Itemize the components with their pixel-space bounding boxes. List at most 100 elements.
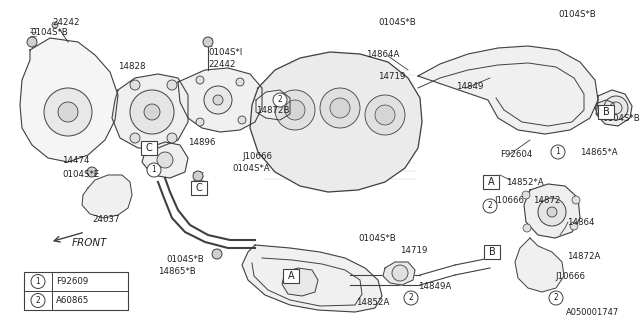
Bar (483, 175, 499, 189)
Circle shape (551, 145, 565, 159)
Polygon shape (142, 142, 188, 178)
Circle shape (196, 118, 204, 126)
Circle shape (375, 105, 395, 125)
Text: F92609: F92609 (56, 277, 88, 286)
Circle shape (144, 104, 160, 120)
Bar (141, 141, 157, 155)
Circle shape (236, 78, 244, 86)
Circle shape (572, 196, 580, 204)
Polygon shape (112, 74, 188, 148)
Circle shape (392, 265, 408, 281)
Circle shape (130, 133, 140, 143)
Text: 14828: 14828 (118, 62, 145, 71)
Text: A60865: A60865 (56, 296, 90, 305)
Bar (283, 269, 299, 283)
Text: 14852*A: 14852*A (506, 178, 543, 187)
Text: B: B (488, 247, 495, 257)
Text: 14474: 14474 (62, 156, 90, 165)
Text: 14849A: 14849A (418, 282, 451, 291)
Text: 0104S*E: 0104S*E (62, 170, 99, 179)
Text: 14872: 14872 (533, 196, 561, 205)
Text: 14864A: 14864A (366, 50, 399, 59)
Polygon shape (418, 46, 598, 134)
Text: 0104S*B: 0104S*B (558, 10, 596, 19)
Circle shape (58, 102, 78, 122)
Text: 0104S*B: 0104S*B (30, 28, 68, 37)
Text: C: C (196, 183, 202, 193)
Text: 14872A: 14872A (567, 252, 600, 261)
Text: F92604: F92604 (500, 150, 532, 159)
Circle shape (547, 207, 557, 217)
Text: 14852A: 14852A (356, 298, 389, 307)
Text: 2: 2 (408, 293, 413, 302)
Text: 22442: 22442 (208, 60, 236, 69)
Text: 14849: 14849 (456, 82, 483, 91)
Circle shape (238, 116, 246, 124)
Polygon shape (596, 90, 632, 126)
Text: FRONT: FRONT (72, 238, 108, 248)
Circle shape (549, 291, 563, 305)
Text: 14865*A: 14865*A (580, 148, 618, 157)
Bar (598, 105, 614, 119)
Polygon shape (383, 262, 415, 285)
Circle shape (213, 95, 223, 105)
Text: 14719: 14719 (400, 246, 428, 255)
Circle shape (538, 198, 566, 226)
Circle shape (570, 222, 578, 230)
Circle shape (167, 80, 177, 90)
Circle shape (522, 191, 530, 199)
Circle shape (157, 152, 173, 168)
Text: A: A (288, 271, 294, 281)
Polygon shape (242, 245, 382, 312)
Circle shape (87, 167, 97, 177)
Text: 14719: 14719 (378, 72, 405, 81)
Text: 0104S*I: 0104S*I (208, 48, 243, 57)
Polygon shape (20, 38, 118, 162)
Text: J10666: J10666 (242, 152, 272, 161)
Polygon shape (82, 175, 132, 218)
Circle shape (193, 171, 203, 181)
Bar (24, 272, 128, 310)
Circle shape (203, 37, 213, 47)
Circle shape (285, 100, 305, 120)
Text: 0104S*B: 0104S*B (358, 234, 396, 243)
Text: 2: 2 (488, 202, 492, 211)
Circle shape (44, 88, 92, 136)
Polygon shape (595, 100, 614, 117)
Text: 0104S*B: 0104S*B (166, 255, 204, 264)
Circle shape (483, 199, 497, 213)
Circle shape (604, 96, 628, 120)
Text: 0104S*B: 0104S*B (378, 18, 416, 27)
Circle shape (365, 95, 405, 135)
Text: 0104S*B: 0104S*B (602, 114, 640, 123)
Text: 1: 1 (36, 277, 40, 286)
Text: J10666: J10666 (494, 196, 524, 205)
Text: 0104S*A: 0104S*A (232, 164, 269, 173)
Circle shape (404, 291, 418, 305)
Circle shape (330, 98, 350, 118)
Text: 1: 1 (556, 148, 561, 156)
Text: 1: 1 (152, 165, 156, 174)
Text: J10666: J10666 (555, 272, 585, 281)
Polygon shape (250, 52, 422, 192)
Text: 14872B: 14872B (256, 106, 289, 115)
Text: 2: 2 (278, 95, 282, 105)
Text: 24037: 24037 (92, 215, 120, 224)
Text: 2: 2 (554, 293, 558, 302)
Text: 24242: 24242 (52, 18, 79, 27)
Text: 14864: 14864 (567, 218, 595, 227)
Circle shape (52, 22, 58, 28)
Circle shape (275, 90, 315, 130)
Text: A050001747: A050001747 (566, 308, 620, 317)
Bar (191, 181, 207, 195)
Polygon shape (515, 238, 564, 292)
Circle shape (130, 90, 174, 134)
Circle shape (273, 93, 287, 107)
Text: C: C (146, 143, 152, 153)
Circle shape (212, 249, 222, 259)
Circle shape (167, 133, 177, 143)
Circle shape (523, 224, 531, 232)
Circle shape (147, 163, 161, 177)
Circle shape (31, 293, 45, 308)
Polygon shape (282, 268, 318, 296)
